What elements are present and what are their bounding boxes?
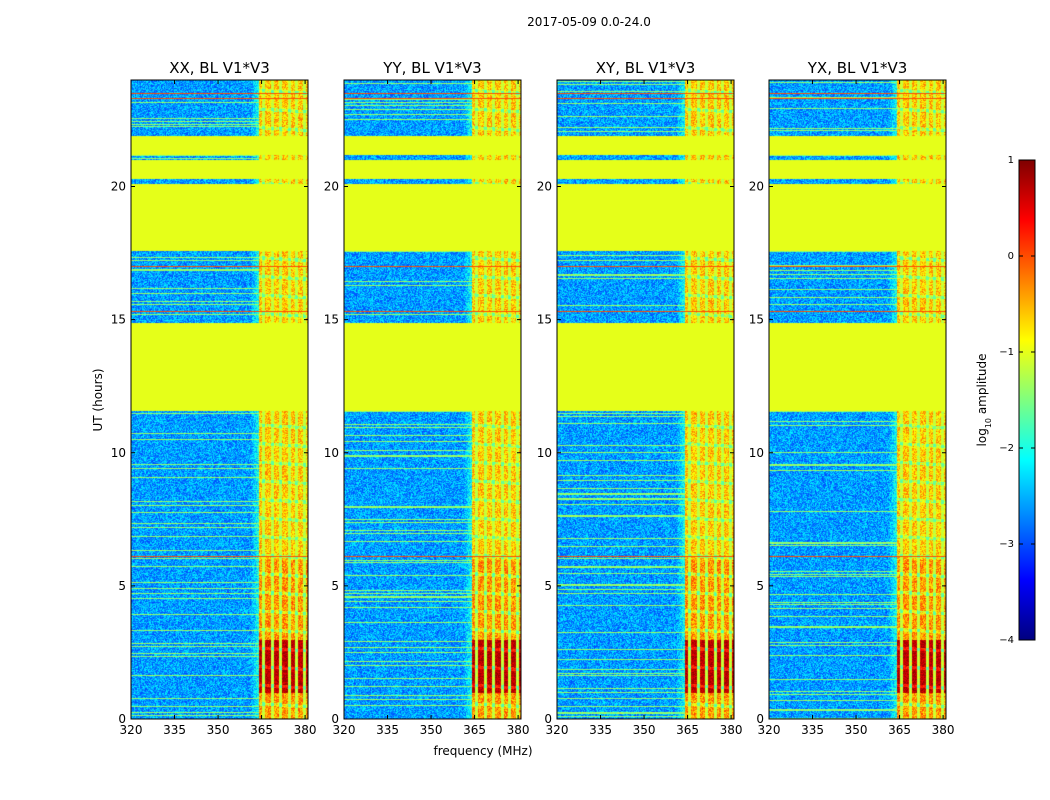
colorbar-label: log10 amplitude — [975, 354, 993, 447]
y-tick-label: 15 — [324, 313, 339, 327]
colorbar-label-main: log — [975, 428, 989, 446]
y-tick-label: 10 — [537, 446, 552, 460]
panel-yx: YX, BL V1*V3 320 335 350 365 380 0 5 10 15 20 — [749, 59, 955, 737]
figure-suptitle: 2017-05-09 0.0-24.0 — [527, 15, 651, 29]
heatmap-image-xx — [131, 80, 308, 719]
y-tick-label: 0 — [544, 712, 552, 726]
axes-frame — [768, 79, 947, 720]
x-tick-label: 320 — [333, 723, 356, 737]
x-tick-label: 380 — [720, 723, 743, 737]
axes-frame — [130, 79, 309, 720]
x-tick-label: 320 — [120, 723, 143, 737]
axes-frame — [556, 79, 735, 720]
panel-yy: YY, BL V1*V3 320 335 350 365 380 0 5 10 15 20 — [324, 59, 530, 737]
colorbar-tick-label: −4 — [999, 635, 1014, 646]
y-tick-label: 15 — [749, 313, 764, 327]
y-tick-label: 15 — [111, 313, 126, 327]
colorbar-tick-label: −1 — [999, 347, 1014, 358]
y-tick-label: 10 — [324, 446, 339, 460]
x-tick-label: 350 — [207, 723, 230, 737]
y-tick-label: 5 — [544, 579, 552, 593]
y-tick-label: 0 — [756, 712, 764, 726]
panel-xx: XX, BL V1*V3 320 335 350 365 380 0 5 10 15 20 — [111, 59, 317, 737]
panel-title: XX, BL V1*V3 — [169, 59, 270, 77]
colorbar-gradient — [1018, 159, 1036, 641]
x-tick-label: 365 — [676, 723, 699, 737]
y-tick-label: 15 — [537, 313, 552, 327]
heatmap-image-yy — [344, 80, 521, 719]
x-tick-label: 365 — [463, 723, 486, 737]
y-tick-label: 0 — [331, 712, 339, 726]
y-tick-label: 5 — [331, 579, 339, 593]
y-tick-label: 20 — [749, 180, 764, 194]
colorbar-tick-label: 1 — [1008, 155, 1014, 166]
x-axis-label: frequency (MHz) — [433, 744, 532, 758]
y-tick-label: 5 — [118, 579, 126, 593]
x-tick-label: 350 — [420, 723, 443, 737]
colorbar: −4 −3 −2 −1 0 1 log10 amplitude — [975, 155, 1036, 646]
x-tick-label: 335 — [801, 723, 824, 737]
panel-title: YY, BL V1*V3 — [382, 59, 481, 77]
y-tick-label: 20 — [537, 180, 552, 194]
colorbar-tick-label: 0 — [1008, 251, 1014, 262]
heatmap-image-yx — [769, 80, 946, 719]
y-tick-label: 5 — [756, 579, 764, 593]
x-tick-label: 320 — [546, 723, 569, 737]
x-tick-label: 365 — [250, 723, 273, 737]
panel-title: XY, BL V1*V3 — [596, 59, 696, 77]
colorbar-label-sub: 10 — [984, 418, 993, 428]
x-tick-label: 335 — [376, 723, 399, 737]
colorbar-ticks: −4 −3 −2 −1 0 1 — [999, 155, 1035, 646]
heatmap-image-xy — [557, 80, 734, 719]
colorbar-tick-label: −3 — [999, 539, 1014, 550]
x-tick-label: 335 — [163, 723, 186, 737]
panel-xy: XY, BL V1*V3 320 335 350 365 380 0 5 10 15 20 — [537, 59, 743, 737]
y-tick-label: 20 — [111, 180, 126, 194]
x-tick-label: 365 — [888, 723, 911, 737]
x-tick-label: 380 — [294, 723, 317, 737]
y-tick-label: 0 — [118, 712, 126, 726]
x-tick-label: 320 — [758, 723, 781, 737]
y-tick-label: 10 — [749, 446, 764, 460]
x-tick-label: 350 — [845, 723, 868, 737]
axes-frame — [343, 79, 522, 720]
colorbar-tick-label: −2 — [999, 443, 1014, 454]
y-tick-label: 10 — [111, 446, 126, 460]
x-tick-label: 380 — [932, 723, 955, 737]
panel-title: YX, BL V1*V3 — [807, 59, 908, 77]
x-tick-label: 350 — [633, 723, 656, 737]
x-tick-label: 335 — [589, 723, 612, 737]
x-tick-label: 380 — [507, 723, 530, 737]
colorbar-label-rest: amplitude — [975, 354, 989, 418]
y-tick-label: 20 — [324, 180, 339, 194]
y-axis-label: UT (hours) — [91, 368, 105, 431]
